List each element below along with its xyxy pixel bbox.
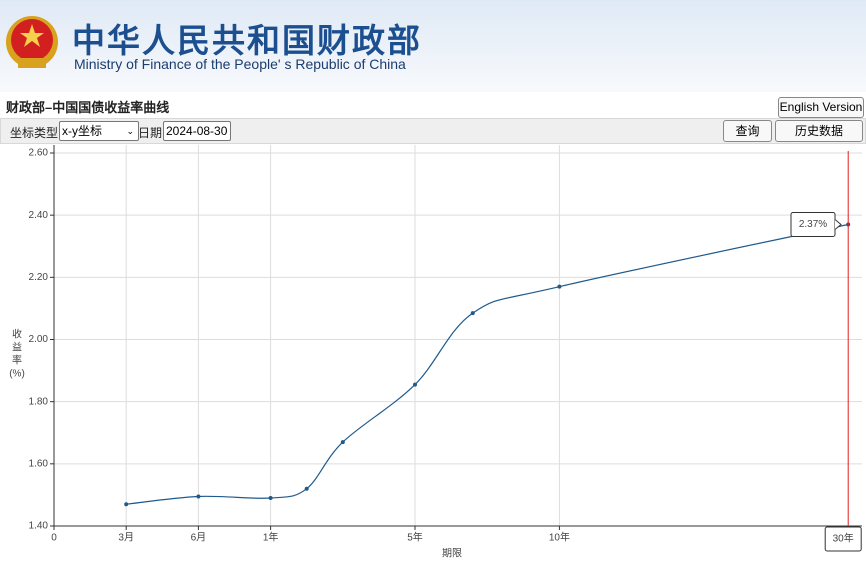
coord-label: 坐标类型: [10, 126, 62, 140]
data-point [470, 311, 475, 316]
data-point [340, 440, 345, 445]
page-title: 财政部–中国国债收益率曲线 [6, 100, 170, 115]
y-tick-label: 2.20 [29, 272, 49, 283]
data-point [557, 284, 562, 289]
x-axis-title: 期限 [442, 548, 462, 560]
y-tick-label: 2.60 [29, 148, 49, 159]
data-point [268, 496, 273, 501]
english-button[interactable]: English Version [778, 97, 864, 118]
site-subtitle: Ministry of Finance of the People' s Rep… [74, 56, 406, 72]
x-tick-label: 6月 [191, 532, 207, 544]
x-tooltip-box [824, 526, 862, 552]
emblem [6, 16, 58, 68]
x-tick-label: 5年 [407, 531, 423, 544]
site-title: 中华人民共和国财政部 [72, 21, 422, 60]
x-tick-label: 1年 [263, 531, 279, 544]
y-axis-title: 益 [12, 341, 22, 354]
y-axis-title: 收 [12, 328, 22, 341]
y-tick-label: 1.80 [29, 396, 49, 407]
history-button[interactable]: 历史数据 [775, 120, 863, 142]
data-point [304, 486, 309, 491]
x-tooltip-label: 30年 [833, 532, 854, 545]
y-axis-title: (%) [9, 369, 25, 380]
y-tick-label: 1.60 [29, 458, 49, 469]
x-tick-label: 10年 [549, 531, 570, 544]
tooltip-arrow [834, 219, 842, 230]
date-input[interactable]: 2024-08-30 [163, 121, 231, 141]
data-point [124, 502, 129, 507]
y-tick-label: 1.40 [29, 521, 49, 532]
coord-select[interactable]: x-y坐标 ⌄ [59, 121, 139, 141]
dropdown-arrow: ⌄ [126, 126, 134, 136]
header: 中华人民共和国财政部 Ministry of Finance of the Pe… [0, 0, 866, 92]
yield-curve [126, 223, 849, 505]
query-button[interactable]: 查询 [723, 120, 772, 142]
data-point [413, 382, 417, 387]
x-tick-label: 0 [51, 533, 57, 544]
y-tick-label: 2.00 [29, 334, 49, 345]
tooltip-value: 2.37% [799, 219, 827, 230]
x-tick-label: 3月 [118, 532, 134, 544]
chart: 1.40 1.60 1.80 2.00 2.20 2.40 2.60 0 3月 6月 1年 5年 10年… [9, 145, 862, 560]
date-label: 日期: [138, 126, 166, 140]
y-tick-label: 2.40 [29, 210, 49, 221]
toolbar: 坐标类型: x-y坐标 ⌄ 日期: 2024-08-30 查询 历史数据 [0, 118, 866, 144]
coord-value: x-y坐标 [62, 124, 102, 138]
data-point [196, 494, 201, 499]
y-axis-title: 率 [12, 354, 22, 367]
